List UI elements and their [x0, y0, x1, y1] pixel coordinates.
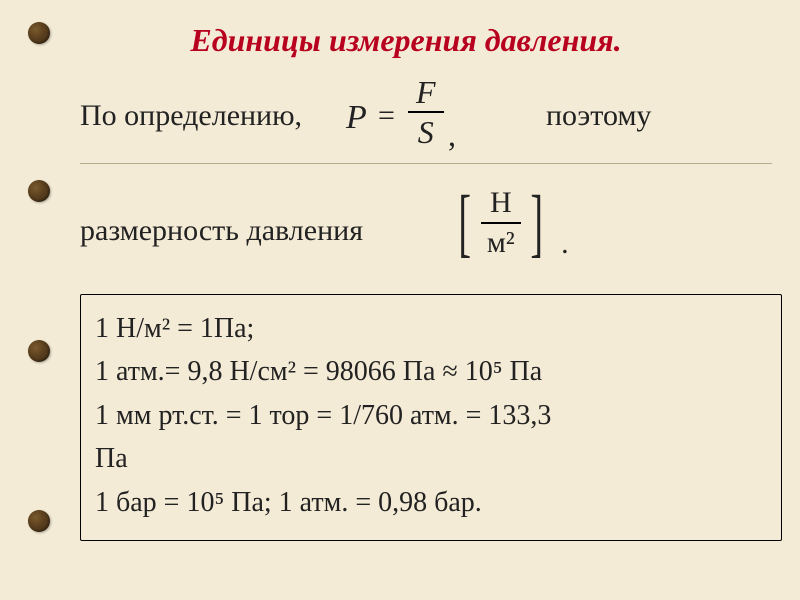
conversion-line-1: 1 Н/м² = 1Па; [95, 307, 767, 350]
definition-row: По определению, P = F S , поэтому [80, 73, 772, 164]
conversion-line-4: 1 бар = 10⁵ Па; 1 атм. = 0,98 бар. [95, 481, 767, 524]
dimension-unit-denominator: м² [481, 224, 521, 262]
formula-equals: = [378, 99, 395, 133]
slide-page: Единицы измерения давления. По определен… [0, 0, 800, 600]
dimension-unit-bracket: [ Н м² ] . [452, 184, 569, 261]
bracket-right-icon: ] [531, 185, 544, 261]
page-title: Единицы измерения давления. [40, 22, 772, 59]
formula-fraction: F S [408, 73, 444, 152]
conversion-line-3a: 1 мм рт.ст. = 1 тор = 1/760 атм. = 133,3 [95, 394, 767, 437]
binder-hole-icon [28, 340, 50, 362]
formula-trailing-comma: , [448, 117, 456, 154]
bracket-left-icon: [ [458, 185, 471, 261]
formula-denominator: S [408, 113, 444, 151]
binder-hole-icon [28, 180, 50, 202]
definition-lead-text: По определению, [80, 99, 302, 133]
binder-hole-icon [28, 510, 50, 532]
conversion-line-2: 1 атм.= 9,8 Н/см² = 98066 Па ≈ 10⁵ Па [95, 350, 767, 393]
dimension-unit-fraction: Н м² [481, 184, 521, 261]
dimension-trailing-dot: . [561, 227, 569, 261]
binder-hole-icon [28, 22, 50, 44]
conversion-line-3b: Па [95, 437, 767, 480]
formula-numerator: F [408, 73, 444, 113]
conversion-box: 1 Н/м² = 1Па; 1 атм.= 9,8 Н/см² = 98066 … [80, 294, 782, 541]
dimension-row: размерность давления [ Н м² ] . [80, 180, 772, 290]
definition-trailing-text: поэтому [546, 99, 651, 133]
dimension-text: размерность давления [80, 214, 363, 248]
formula-variable: P [346, 99, 367, 137]
dimension-unit-numerator: Н [481, 184, 521, 224]
